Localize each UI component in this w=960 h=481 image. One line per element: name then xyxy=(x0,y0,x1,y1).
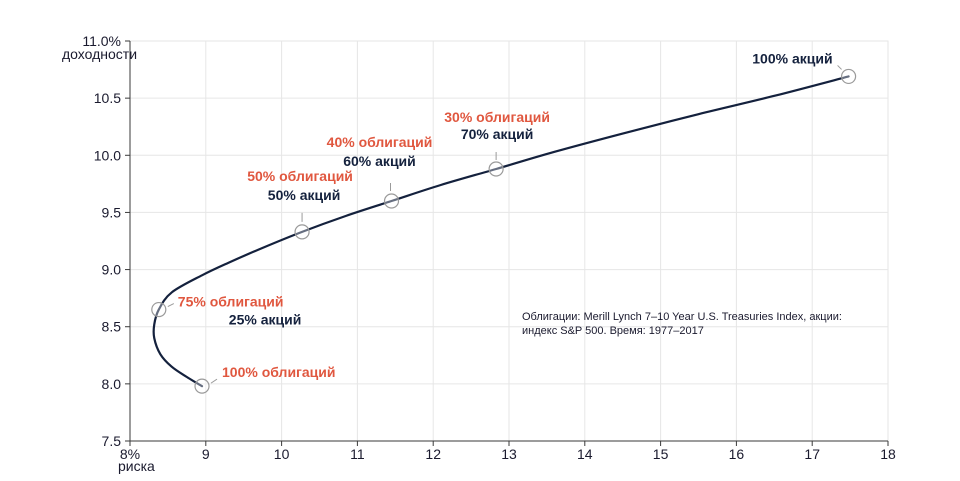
bonds-share-label: 30% облигаций xyxy=(444,109,550,125)
stocks-share-label: 70% акций xyxy=(461,126,534,142)
x-tick-label: 12 xyxy=(425,446,441,462)
annotation-connector xyxy=(837,65,842,70)
portfolio-marker xyxy=(151,301,167,318)
stocks-share-label: 25% акций xyxy=(229,312,302,328)
stocks-share-label: 60% акций xyxy=(343,153,416,169)
x-tick-label: 18 xyxy=(880,446,896,462)
y-axis-title: доходности xyxy=(62,46,137,62)
x-tick-label: 9 xyxy=(202,446,210,462)
grid xyxy=(129,40,889,442)
annotation-connectors xyxy=(167,65,842,384)
annotations: 100% облигаций 75% облигаций 25% акций 50% … xyxy=(178,50,833,380)
y-tick-label: 9.5 xyxy=(102,204,122,220)
portfolio-marker xyxy=(840,68,857,85)
y-tick-label: 7.5 xyxy=(102,433,122,449)
bonds-share-label: 100% облигаций xyxy=(222,364,335,380)
frontier-line xyxy=(152,75,850,388)
x-tick-label: 17 xyxy=(804,446,820,462)
source-note-line: индекс S&P 500. Время: 1977–2017 xyxy=(522,325,704,337)
y-tick-label: 10.0 xyxy=(94,147,121,163)
portfolio-marker xyxy=(194,378,210,394)
annotation-connector xyxy=(210,378,218,384)
y-tick-label: 8.0 xyxy=(102,376,122,392)
bonds-share-label: 75% облигаций xyxy=(178,294,284,310)
y-tick-label: 11.0% xyxy=(82,33,121,49)
portfolio-markers xyxy=(151,68,857,394)
portfolio-marker xyxy=(383,193,400,209)
stocks-share-label: 100% акций xyxy=(752,50,832,66)
x-axis-title: риска xyxy=(118,458,155,474)
bonds-share-label: 40% облигаций xyxy=(327,134,433,150)
x-tick-label: 16 xyxy=(729,446,745,462)
x-tick-label: 10 xyxy=(274,446,290,462)
x-tick-label: 13 xyxy=(501,446,517,462)
stocks-share-label: 50% акций xyxy=(268,187,341,203)
annotation-connector xyxy=(167,303,175,308)
portfolio-marker xyxy=(488,161,504,177)
y-tick-label: 8.5 xyxy=(102,319,122,335)
y-tick-label: 10.5 xyxy=(94,90,121,106)
x-tick-label: 8% xyxy=(120,446,140,462)
x-tick-label: 14 xyxy=(577,446,593,462)
tick-labels: 8% 9 10 11 12 13 14 15 16 17 18 7.5 8.0 8.5 9.0 9.5 10.0… xyxy=(82,33,896,462)
portfolio-marker xyxy=(294,224,310,240)
x-tick-label: 15 xyxy=(653,446,669,462)
x-tick-label: 11 xyxy=(350,446,365,462)
axes xyxy=(125,40,889,446)
source-note-line: Облигации: Merill Lynch 7–10 Year U.S. T… xyxy=(522,311,842,323)
source-note: Облигации: Merill Lynch 7–10 Year U.S. T… xyxy=(522,311,842,337)
bonds-share-label: 50% облигаций xyxy=(247,168,353,184)
y-tick-label: 9.0 xyxy=(102,262,122,278)
